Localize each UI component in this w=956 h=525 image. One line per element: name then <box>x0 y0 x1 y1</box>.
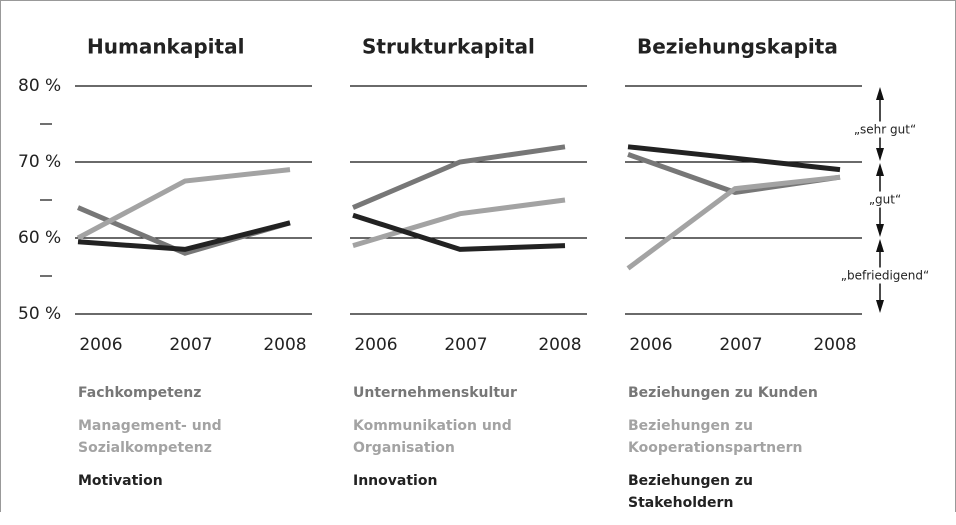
chart: Humankapital 50 % 60 % 70 % 80 % 2006 2007 2008… <box>0 0 956 512</box>
x-tick-label: 2006 <box>79 335 122 355</box>
line <box>352 144 566 210</box>
line <box>77 220 291 252</box>
legend-entry: Beziehungen zu Kooperationspartnern <box>628 418 803 456</box>
legend-entry: Innovation <box>353 473 438 489</box>
y-tick-label: 60 % <box>18 228 61 248</box>
page: Humankapital 50 % 60 % 70 % 80 % 2006 2007 2008… <box>0 0 956 512</box>
y-tick-label: 50 % <box>18 304 61 324</box>
y-tick-label: 70 % <box>18 152 61 172</box>
arrow-head <box>876 239 884 252</box>
arrow-head <box>876 148 884 161</box>
x-tick-label: 2007 <box>169 335 212 355</box>
annotation-bg <box>838 267 932 284</box>
y-tick-label: 80 % <box>18 76 61 96</box>
legend-entry: Beziehungen zu Stakeholdern <box>628 473 753 511</box>
x-tick-label: 2006 <box>629 335 672 355</box>
panel-title: Beziehungskapita <box>637 35 838 59</box>
panel-title: Strukturkapital <box>362 35 535 59</box>
x-tick-label: 2008 <box>538 335 581 355</box>
annotation: „befriedigend“ <box>841 269 929 283</box>
arrow-head <box>876 163 884 176</box>
legend: Beziehungen zu Kunden Beziehungen zu Koop… <box>628 382 863 525</box>
legend-entry: Beziehungen zu Kunden <box>628 385 818 401</box>
legend: Fachkompetenz Management- und Sozialkompe… <box>78 382 313 503</box>
panel-title: Humankapital <box>87 35 244 59</box>
annotation: „gut“ <box>869 193 901 207</box>
legend: Unternehmenskultur Kommunikation und Orga… <box>353 382 588 503</box>
annotation-bg <box>851 121 919 138</box>
legend-entry: Motivation <box>78 473 163 489</box>
arrow-head <box>876 300 884 313</box>
x-tick-label: 2007 <box>444 335 487 355</box>
annotation: „sehr gut“ <box>854 123 916 137</box>
line <box>626 174 841 271</box>
arrow-head <box>876 224 884 237</box>
legend-entry: Kommunikation und Organisation <box>353 418 512 456</box>
x-tick-label: 2006 <box>354 335 397 355</box>
arrow-head <box>876 87 884 100</box>
legend-entry: Fachkompetenz <box>78 385 202 401</box>
line <box>627 144 841 173</box>
annotation-bg <box>866 191 904 208</box>
legend-entry: Unternehmenskultur <box>353 385 517 401</box>
line <box>352 197 566 248</box>
line <box>352 212 566 252</box>
x-tick-label: 2007 <box>719 335 762 355</box>
x-tick-label: 2008 <box>263 335 306 355</box>
legend-entry: Management- und Sozialkompetenz <box>78 418 222 456</box>
x-tick-label: 2008 <box>813 335 856 355</box>
line <box>76 167 291 241</box>
